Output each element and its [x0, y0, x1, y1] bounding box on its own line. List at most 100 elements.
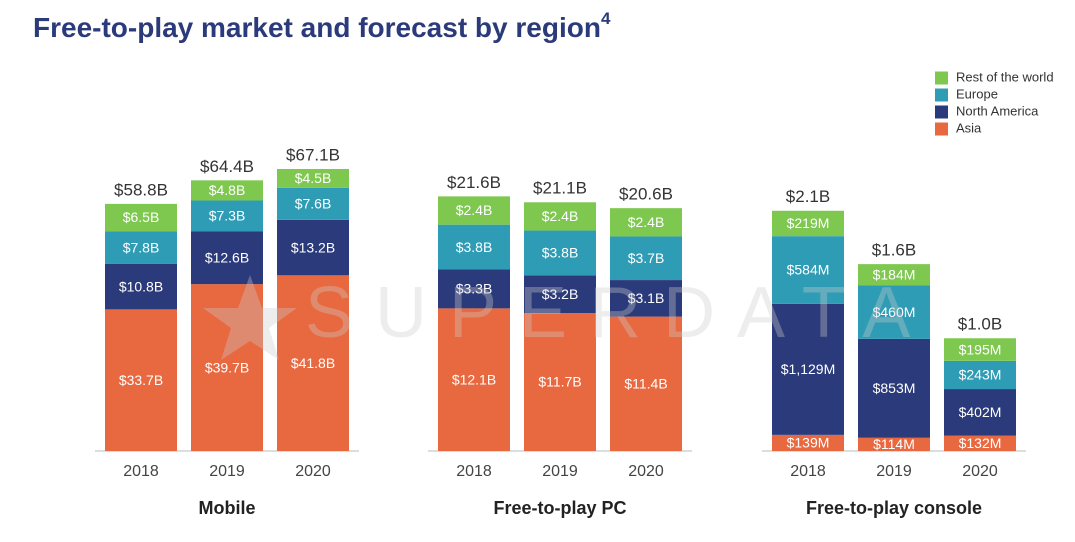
group-title: Free-to-play console	[806, 498, 982, 518]
x-tick-label: 2020	[295, 463, 331, 480]
legend-swatch	[935, 71, 948, 85]
value-label: $2.4B	[628, 214, 665, 230]
bar-segment	[438, 196, 510, 225]
value-label: $11.7B	[538, 374, 581, 390]
bar-segment	[772, 434, 844, 451]
x-tick-label: 2020	[628, 463, 664, 480]
bar-segment	[858, 338, 930, 438]
legend-swatch	[935, 88, 948, 102]
value-label: $3.8B	[542, 245, 579, 261]
total-label: $21.1B	[533, 179, 587, 198]
value-label: $3.7B	[628, 250, 665, 266]
bar-segment	[524, 313, 596, 451]
total-label: $21.6B	[447, 173, 501, 192]
value-label: $13.2B	[291, 239, 335, 255]
bar-segment	[524, 202, 596, 231]
bar-segment	[191, 284, 263, 451]
bar-segment	[191, 180, 263, 201]
bar-segment	[944, 435, 1016, 451]
bar-segment	[191, 200, 263, 232]
bar-segment	[105, 309, 177, 451]
legend-label: North America	[956, 103, 1039, 118]
group-title: Mobile	[199, 498, 256, 518]
value-label: $243M	[959, 367, 1002, 383]
value-label: $132M	[959, 435, 1002, 451]
total-label: $67.1B	[286, 145, 340, 164]
value-label: $12.1B	[452, 371, 496, 387]
total-label: $1.0B	[958, 315, 1002, 334]
title-text: Free-to-play market and forecast by regi…	[33, 12, 601, 43]
value-label: $3.1B	[628, 290, 665, 306]
value-label: $7.6B	[295, 196, 332, 212]
group-title: Free-to-play PC	[493, 498, 626, 518]
value-label: $4.8B	[209, 182, 246, 198]
value-label: $4.5B	[295, 170, 332, 186]
total-label: $20.6B	[619, 185, 673, 204]
bar-segment	[772, 210, 844, 237]
bar-segment	[277, 219, 349, 276]
bar-segment	[944, 338, 1016, 361]
value-label: $10.8B	[119, 278, 163, 294]
value-label: $3.3B	[456, 281, 493, 297]
value-label: $11.4B	[624, 376, 667, 392]
value-label: $3.8B	[456, 239, 493, 255]
bar-segment	[438, 269, 510, 309]
value-label: $2.4B	[542, 208, 579, 224]
bar-segment	[105, 263, 177, 310]
watermark-star	[203, 275, 297, 360]
value-label: $6.5B	[123, 209, 160, 225]
legend-label: Europe	[956, 86, 998, 101]
value-label: $853M	[873, 380, 916, 396]
value-label: $114M	[873, 436, 915, 452]
x-tick-label: 2018	[456, 463, 492, 480]
value-label: $7.3B	[209, 208, 246, 224]
bar-segment	[858, 437, 930, 451]
bar-segment	[524, 230, 596, 276]
value-label: $184M	[873, 266, 916, 282]
bar-segment	[438, 308, 510, 451]
bar-segment	[858, 285, 930, 339]
total-label: $64.4B	[200, 157, 254, 176]
bar-segment	[105, 231, 177, 264]
title-note: 4	[601, 9, 611, 28]
value-label: $139M	[787, 435, 830, 451]
value-label: $1,129M	[781, 361, 835, 377]
value-label: $195M	[959, 341, 1002, 357]
value-label: $39.7B	[205, 359, 249, 375]
value-label: $33.7B	[119, 372, 163, 388]
bar-segment	[277, 275, 349, 451]
x-tick-label: 2019	[209, 463, 245, 480]
legend-swatch	[935, 122, 948, 136]
legend-label: Asia	[956, 120, 982, 135]
bar-segment	[772, 303, 844, 435]
bar-segment	[277, 168, 349, 188]
bar-segment	[610, 316, 682, 451]
watermark: SUPERDATA	[305, 273, 932, 353]
bar-segment	[105, 203, 177, 232]
x-tick-label: 2018	[123, 463, 159, 480]
total-label: $1.6B	[872, 241, 916, 260]
value-label: $584M	[787, 262, 830, 278]
bar-segment	[191, 231, 263, 285]
bar-segment	[277, 187, 349, 220]
x-tick-label: 2018	[790, 463, 826, 480]
value-label: $460M	[873, 304, 916, 320]
bar-segment	[610, 208, 682, 237]
value-label: $12.6B	[205, 249, 249, 265]
total-label: $58.8B	[114, 180, 168, 199]
bar-segment	[944, 360, 1016, 390]
bar-segment	[772, 236, 844, 304]
bar-segment	[438, 224, 510, 270]
value-label: $219M	[787, 215, 830, 231]
x-tick-label: 2020	[962, 463, 998, 480]
bar-segment	[944, 389, 1016, 436]
bar-segment	[610, 236, 682, 281]
bar-segment	[858, 264, 930, 286]
x-tick-label: 2019	[542, 463, 578, 480]
x-tick-label: 2019	[876, 463, 912, 480]
bar-segment	[524, 275, 596, 314]
value-label: $7.8B	[123, 239, 160, 255]
value-label: $402M	[959, 404, 1002, 420]
total-label: $2.1B	[786, 187, 830, 206]
